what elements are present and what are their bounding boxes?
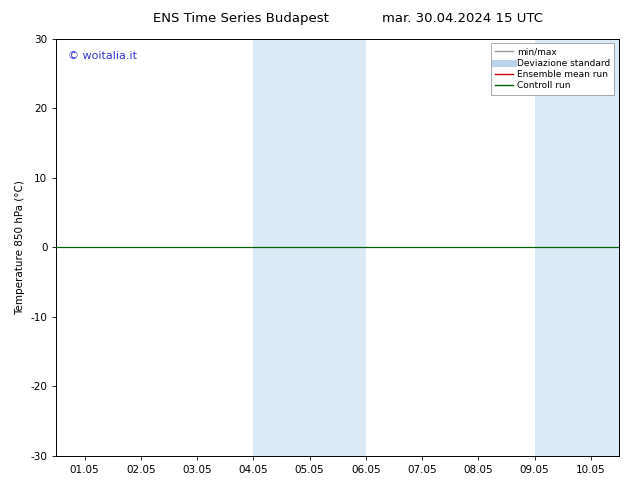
- Legend: min/max, Deviazione standard, Ensemble mean run, Controll run: min/max, Deviazione standard, Ensemble m…: [491, 43, 614, 95]
- Y-axis label: Temperature 850 hPa (°C): Temperature 850 hPa (°C): [15, 180, 25, 315]
- Bar: [254, 39, 366, 456]
- Bar: [534, 39, 619, 456]
- Text: © woitalia.it: © woitalia.it: [68, 51, 137, 61]
- Text: ENS Time Series Budapest: ENS Time Series Budapest: [153, 12, 329, 25]
- Text: mar. 30.04.2024 15 UTC: mar. 30.04.2024 15 UTC: [382, 12, 543, 25]
